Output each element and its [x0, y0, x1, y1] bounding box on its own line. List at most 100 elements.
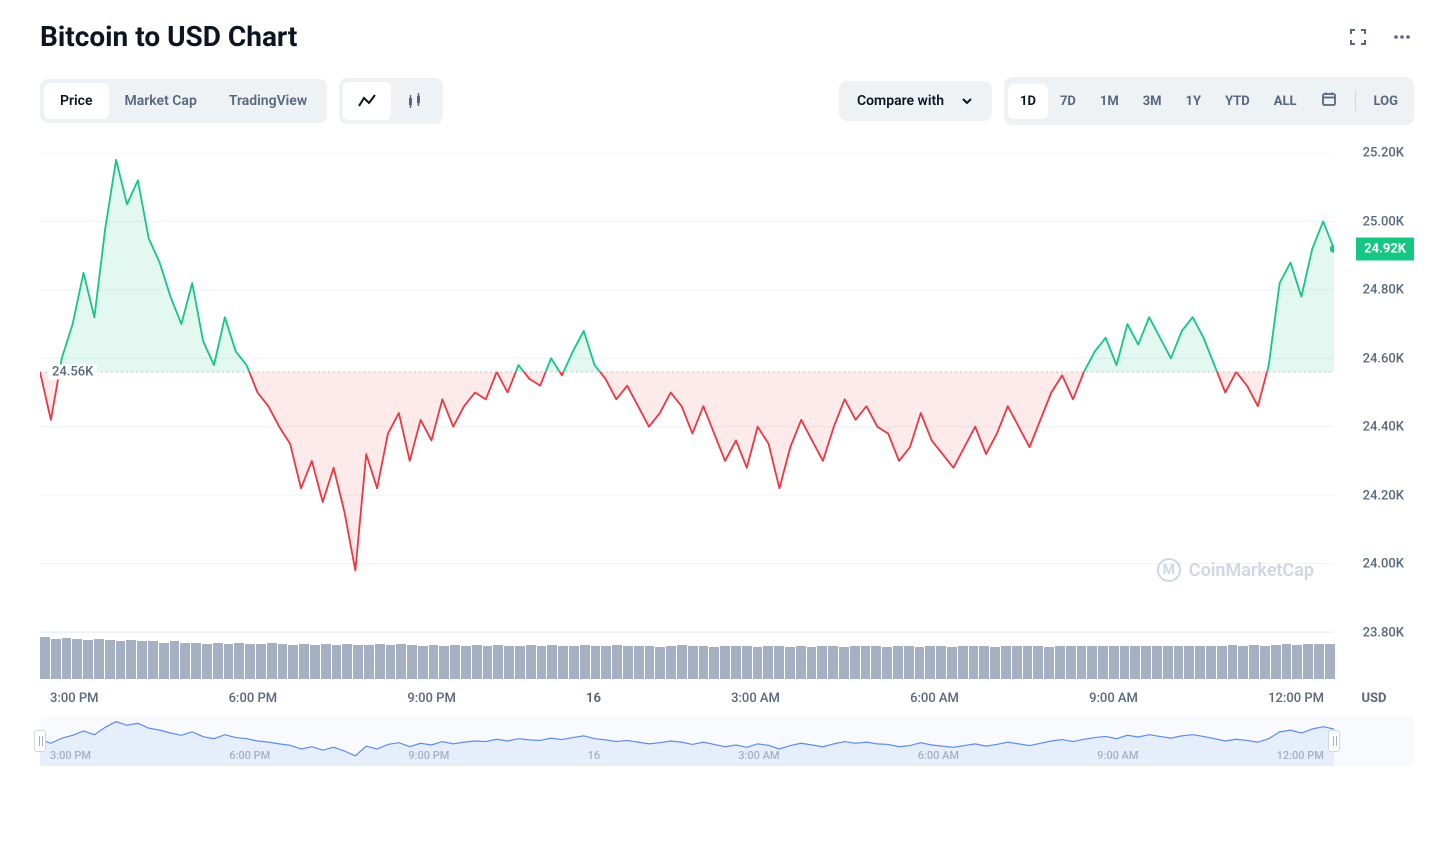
- navigator-tick: 12:00 PM: [1277, 749, 1324, 762]
- line-chart-icon[interactable]: [343, 82, 391, 120]
- navigator-x-axis: 3:00 PM6:00 PM9:00 PM163:00 AM6:00 AM9:0…: [40, 749, 1334, 762]
- volume-bar: [893, 646, 903, 679]
- volume-bar: [375, 644, 385, 679]
- volume-bar: [342, 644, 352, 679]
- volume-bar: [1217, 646, 1227, 679]
- range-all[interactable]: ALL: [1262, 84, 1309, 119]
- volume-bar: [655, 647, 665, 679]
- candlestick-icon[interactable]: [391, 82, 439, 120]
- volume-bar: [234, 643, 244, 679]
- time-range-tabs: 1D 7D 1M 3M 1Y YTD ALL LOG: [1004, 77, 1414, 125]
- volume-bar: [904, 646, 914, 679]
- volume-bar: [1152, 646, 1162, 679]
- watermark: M CoinMarketCap: [1157, 558, 1314, 582]
- navigator-tick: 16: [588, 749, 601, 762]
- volume-bar: [1271, 645, 1281, 679]
- volume-bar: [245, 644, 255, 679]
- volume-bar: [1163, 646, 1173, 679]
- volume-bar: [1077, 646, 1087, 679]
- volume-bar: [1001, 646, 1011, 679]
- range-1m[interactable]: 1M: [1088, 84, 1131, 119]
- volume-bar: [504, 646, 514, 679]
- price-chart[interactable]: 24.56K M CoinMarketCap: [40, 153, 1334, 633]
- volume-bar: [439, 646, 449, 679]
- navigator-tick: 9:00 AM: [1097, 749, 1138, 762]
- volume-bar: [1292, 645, 1302, 679]
- volume-bar: [353, 645, 363, 679]
- volume-bar: [278, 644, 288, 679]
- volume-chart: [40, 637, 1334, 679]
- chart-style-tabs: [339, 78, 443, 124]
- volume-bar: [558, 646, 568, 679]
- spacer: [1334, 637, 1414, 679]
- volume-bar: [1238, 646, 1248, 679]
- calendar-icon[interactable]: [1309, 81, 1349, 121]
- volume-bar: [915, 647, 925, 679]
- x-tick: 6:00 AM: [910, 691, 959, 706]
- x-tick: 3:00 PM: [50, 691, 99, 706]
- range-1d[interactable]: 1D: [1008, 84, 1048, 119]
- volume-bar: [148, 641, 158, 679]
- tab-tradingview[interactable]: TradingView: [213, 83, 323, 119]
- volume-bar: [623, 646, 633, 679]
- baseline-label: 24.56K: [48, 364, 97, 379]
- volume-bar: [364, 645, 374, 679]
- volume-bar: [526, 645, 536, 679]
- volume-bar: [170, 641, 180, 679]
- volume-bar: [666, 646, 676, 679]
- scale-log[interactable]: LOG: [1362, 84, 1410, 119]
- volume-bar: [537, 646, 547, 679]
- volume-bar: [332, 645, 342, 679]
- range-3m[interactable]: 3M: [1131, 84, 1174, 119]
- volume-bar: [742, 646, 752, 679]
- volume-bar: [1055, 646, 1065, 679]
- volume-bar: [1044, 647, 1054, 679]
- volume-bar: [828, 646, 838, 679]
- volume-bar: [774, 646, 784, 679]
- volume-bar: [310, 645, 320, 679]
- volume-bar: [159, 643, 169, 679]
- volume-bar: [137, 641, 147, 679]
- volume-bar: [1141, 646, 1151, 679]
- volume-bar: [461, 646, 471, 679]
- chart-navigator[interactable]: 3:00 PM6:00 PM9:00 PM163:00 AM6:00 AM9:0…: [40, 716, 1414, 766]
- volume-bar: [839, 647, 849, 679]
- y-tick: 24.80K: [1363, 283, 1404, 298]
- compare-button[interactable]: Compare with: [839, 81, 992, 121]
- volume-bar: [1012, 646, 1022, 679]
- y-tick: 25.00K: [1363, 214, 1404, 229]
- volume-bar: [72, 639, 82, 679]
- volume-bar: [1130, 646, 1140, 679]
- volume-bar: [1314, 644, 1324, 679]
- volume-bar: [785, 647, 795, 679]
- volume-bar: [1098, 646, 1108, 679]
- more-icon[interactable]: [1390, 25, 1414, 49]
- metric-tabs: Price Market Cap TradingView: [40, 79, 327, 123]
- volume-bar: [40, 637, 50, 679]
- volume-bar: [1174, 646, 1184, 679]
- watermark-icon: M: [1157, 558, 1181, 582]
- volume-bar: [925, 646, 935, 679]
- volume-bar: [51, 639, 61, 679]
- navigator-tick: 9:00 PM: [408, 749, 449, 762]
- volume-bar: [720, 646, 730, 679]
- volume-bar: [1228, 645, 1238, 679]
- range-ytd[interactable]: YTD: [1213, 84, 1262, 119]
- range-1y[interactable]: 1Y: [1174, 84, 1214, 119]
- volume-bar: [493, 645, 503, 679]
- volume-bar: [1120, 646, 1130, 679]
- volume-bar: [1184, 646, 1194, 679]
- spacer: [1334, 716, 1414, 766]
- volume-bar: [979, 646, 989, 679]
- chevron-down-icon: [960, 94, 974, 108]
- volume-bar: [1282, 644, 1292, 679]
- fullscreen-icon[interactable]: [1346, 25, 1370, 49]
- tab-price[interactable]: Price: [44, 83, 109, 119]
- tab-marketcap[interactable]: Market Cap: [109, 83, 213, 119]
- volume-bar: [1066, 646, 1076, 679]
- volume-bar: [62, 638, 72, 679]
- x-tick: 12:00 PM: [1268, 691, 1324, 706]
- range-7d[interactable]: 7D: [1048, 84, 1088, 119]
- volume-bar: [871, 646, 881, 679]
- volume-bar: [645, 646, 655, 679]
